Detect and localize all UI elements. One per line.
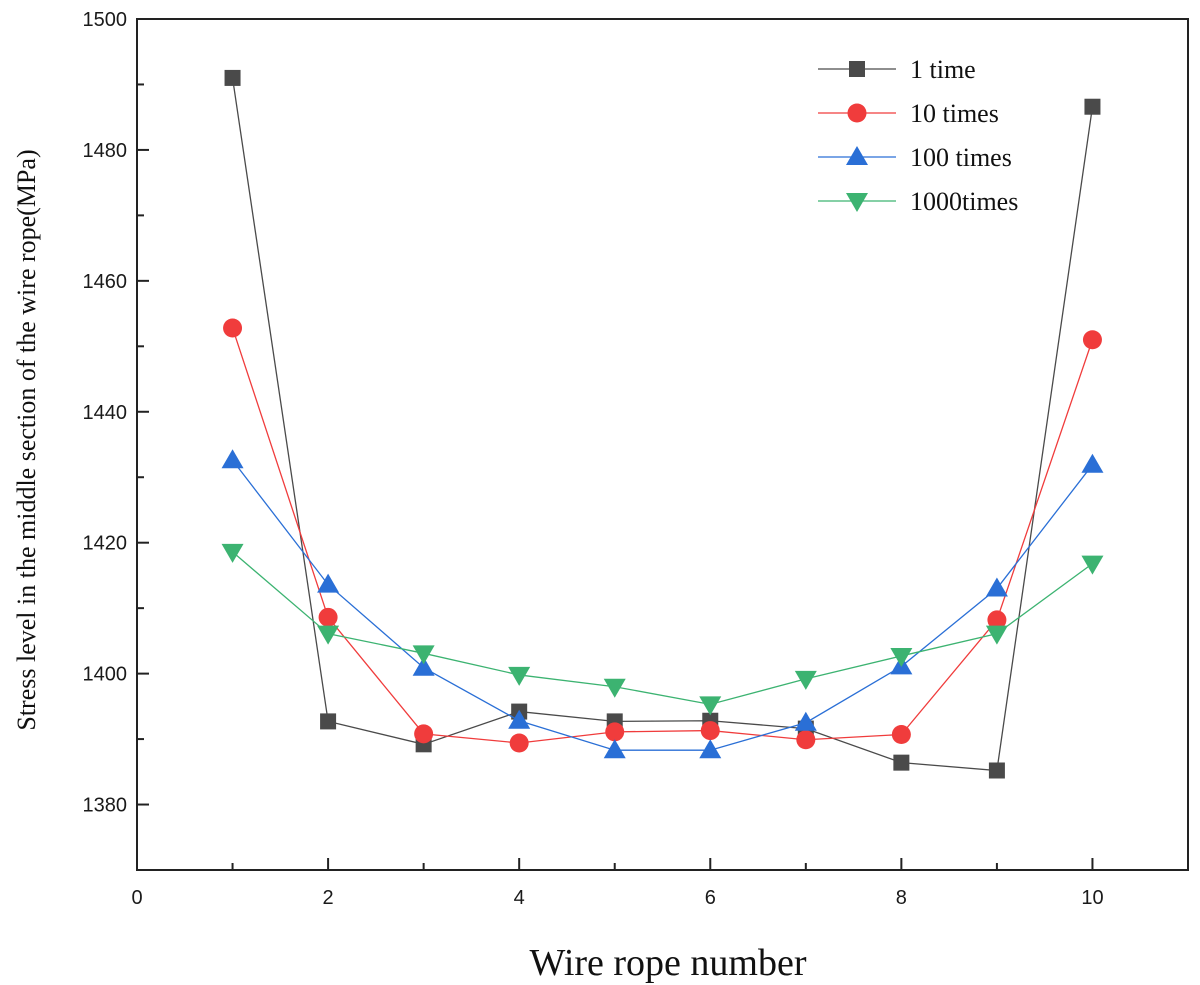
data-point [1081,453,1104,473]
x-tick-label: 2 [323,887,334,909]
legend-label: 10 times [910,99,999,128]
data-point [890,647,913,667]
data-point [605,722,625,742]
data-point [224,69,241,86]
data-point [508,709,531,729]
series-layer [221,69,1104,779]
data-point [794,711,817,731]
data-point [509,733,529,753]
legend-label: 1 time [910,55,976,84]
y-axis-title: Stress level in the middle section of th… [12,149,41,730]
y-tick-label: 1460 [83,271,128,293]
data-point [700,721,720,741]
data-point [1081,555,1104,575]
x-tick-label: 6 [705,887,716,909]
data-point [893,754,910,771]
data-point [317,573,340,593]
legend-item: 10 times [818,99,999,128]
x-tick-label: 4 [514,887,525,909]
data-point [320,713,337,730]
legend-label: 1000times [910,187,1018,216]
data-point [221,543,244,563]
x-tick-label: 0 [131,887,142,909]
legend-marker [846,146,868,165]
data-point [987,610,1007,630]
legend: 1 time 10 times 100 times 1000times [818,55,1018,216]
data-point [414,724,434,744]
plot-frame [136,18,1189,871]
series-2 [223,318,1102,753]
x-tick-label: 8 [896,887,907,909]
x-axis-ticks: 0 2 4 6 8 10 [131,858,1189,909]
y-tick-label: 1500 [83,9,128,31]
series-line [232,551,1093,706]
data-point [508,666,531,686]
data-point [412,645,435,665]
series-4 [221,543,1104,716]
legend-marker [846,193,868,212]
y-tick-label: 1420 [83,533,128,555]
y-tick-label: 1380 [83,795,128,817]
data-point [1082,330,1102,350]
x-axis-title: Wire rope number [529,942,806,984]
x-tick-label: 10 [1081,887,1103,909]
legend-item: 1 time [818,55,976,84]
data-point [603,739,626,759]
legend-marker [849,61,865,77]
data-point [985,625,1008,645]
legend-item: 1000times [818,187,1018,216]
data-point [412,656,435,676]
data-point [988,762,1005,779]
series-3 [221,449,1104,759]
y-tick-label: 1440 [83,402,128,424]
data-point [699,739,722,759]
data-point [891,724,911,744]
y-tick-label: 1400 [83,664,128,686]
y-tick-label: 1480 [83,140,128,162]
series-line [231,77,1094,772]
series-line [231,327,1094,744]
data-point [985,577,1008,597]
data-point [699,696,722,716]
data-point [1084,98,1101,115]
series-1 [224,69,1101,779]
legend-label: 100 times [910,143,1012,172]
data-point [317,625,340,645]
series-line [232,459,1093,751]
data-point [223,318,243,338]
data-point [318,607,338,627]
legend-item: 100 times [818,143,1012,172]
data-point [221,449,244,469]
data-point [794,670,817,690]
legend-marker [847,103,867,123]
data-point [603,678,626,698]
y-axis-ticks: 1380 1400 1420 1440 1460 1480 1500 [83,9,149,871]
data-point [796,730,816,750]
